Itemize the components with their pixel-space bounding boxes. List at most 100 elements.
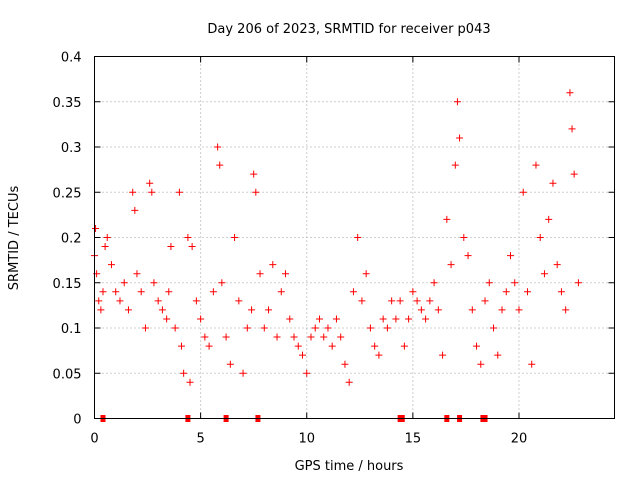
data-point <box>456 134 464 142</box>
data-point <box>141 324 149 332</box>
data-point <box>553 261 561 269</box>
data-point <box>430 279 438 287</box>
data-point <box>131 206 139 214</box>
data-point <box>383 324 391 332</box>
data-point <box>460 234 468 241</box>
data-point <box>490 324 498 332</box>
data-point <box>116 297 124 305</box>
data-point <box>154 297 162 305</box>
data-point <box>574 279 582 287</box>
data-point <box>252 188 260 196</box>
data-point <box>426 297 434 305</box>
data-point <box>439 351 447 359</box>
data-point <box>536 234 544 241</box>
data-point <box>163 315 171 323</box>
data-point <box>498 306 506 314</box>
y-tick-label: 0.2 <box>61 232 82 247</box>
data-point <box>324 324 332 332</box>
data-point <box>570 170 578 178</box>
data-point <box>328 342 336 350</box>
y-tick-label: 0.4 <box>61 51 82 66</box>
data-point <box>515 306 523 314</box>
data-point <box>137 288 145 296</box>
data-point <box>502 288 510 296</box>
y-axis-label: SRMTID / TECUs <box>7 186 22 291</box>
data-point <box>290 333 298 341</box>
data-point <box>282 270 290 278</box>
data-point <box>354 234 362 241</box>
data-point <box>507 252 514 260</box>
data-point <box>120 279 128 287</box>
data-point <box>519 188 527 196</box>
data-point <box>528 360 536 368</box>
data-point <box>540 270 548 278</box>
data-point <box>299 351 306 359</box>
data-point <box>209 288 217 296</box>
data-point <box>311 324 319 332</box>
data-point <box>371 342 379 350</box>
data-point <box>95 297 103 305</box>
data-point <box>375 351 383 359</box>
data-point <box>273 333 281 341</box>
data-point <box>362 270 370 278</box>
data-point <box>409 288 417 296</box>
y-tick-label: 0 <box>73 413 81 428</box>
data-point <box>201 333 209 341</box>
x-tick-label: 15 <box>405 432 422 447</box>
data-point <box>481 297 489 305</box>
data-point <box>341 360 349 368</box>
data-point <box>178 342 186 350</box>
data-point <box>250 170 258 178</box>
data-point <box>562 306 570 314</box>
data-point <box>186 378 194 386</box>
data-point <box>451 161 459 169</box>
data-point <box>101 243 109 251</box>
y-tick-label: 0.05 <box>53 367 82 382</box>
data-point <box>464 252 472 260</box>
data-point <box>107 261 115 269</box>
y-tick-label: 0.1 <box>61 322 82 337</box>
data-point <box>557 288 565 296</box>
data-point <box>453 98 461 106</box>
chart-title: Day 206 of 2023, SRMTID for receiver p04… <box>207 22 490 37</box>
plot-frame <box>94 56 615 419</box>
data-point <box>413 297 421 305</box>
x-axis-label: GPS time / hours <box>295 459 404 474</box>
data-point <box>568 125 576 133</box>
data-point <box>345 378 353 386</box>
data-point <box>315 315 323 323</box>
data-point <box>320 333 328 341</box>
data-point <box>226 360 234 368</box>
data-point <box>222 333 230 341</box>
data-point <box>231 234 239 241</box>
data-point <box>349 288 357 296</box>
data-point <box>188 243 196 251</box>
data-point <box>396 297 404 305</box>
data-point <box>494 351 502 359</box>
data-point <box>175 188 183 196</box>
data-point <box>197 315 205 323</box>
data-points <box>91 89 582 386</box>
data-point <box>112 288 120 296</box>
data-point <box>337 333 345 341</box>
data-point <box>468 306 476 314</box>
data-point <box>566 89 574 97</box>
data-point <box>256 270 264 278</box>
data-point <box>150 279 158 287</box>
data-point <box>447 261 455 269</box>
data-point <box>214 143 222 151</box>
x-tick-label: 20 <box>511 432 528 447</box>
data-point <box>216 161 224 169</box>
data-point <box>165 288 173 296</box>
y-tick-label: 0.35 <box>53 96 82 111</box>
data-point <box>167 243 175 251</box>
data-point <box>184 234 192 241</box>
data-point <box>473 342 481 350</box>
data-point <box>192 297 200 305</box>
data-point <box>443 215 451 223</box>
data-point <box>158 306 166 314</box>
data-point <box>523 288 531 296</box>
data-point <box>218 279 226 287</box>
data-point <box>532 161 540 169</box>
